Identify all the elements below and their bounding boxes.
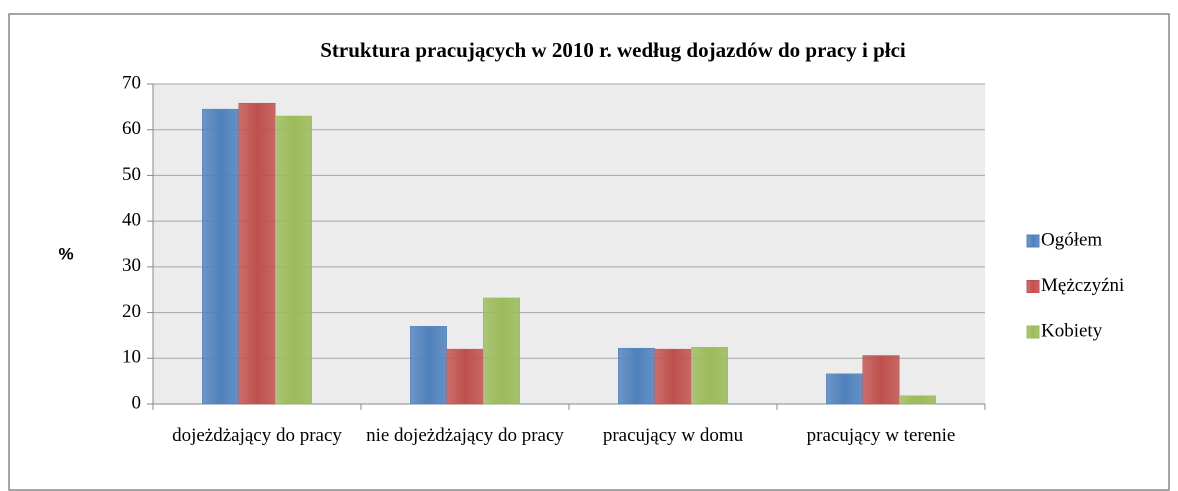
bar <box>483 297 520 405</box>
y-tick-label: 30 <box>122 255 141 276</box>
bar <box>691 347 728 405</box>
bar <box>899 395 936 405</box>
bar <box>862 355 900 405</box>
bar <box>826 373 863 405</box>
y-tick-label: 40 <box>122 210 141 231</box>
x-tick-label: pracujący w domu <box>602 425 744 446</box>
legend-label: Mężczyźni <box>1041 275 1124 296</box>
bar <box>446 348 484 405</box>
y-tick-label: 10 <box>122 347 141 368</box>
y-tick-label: 60 <box>122 118 141 139</box>
x-tick-label: dojeżdżający do pracy <box>172 425 342 446</box>
legend-swatch <box>1026 280 1040 293</box>
chart-title: Struktura pracujących w 2010 r. według d… <box>320 38 906 62</box>
bar <box>202 108 239 405</box>
y-tick-label: 20 <box>122 301 141 322</box>
legend-swatch <box>1026 234 1040 248</box>
x-tick-label: nie dojeżdżający do pracy <box>366 425 564 446</box>
bar <box>410 326 447 405</box>
y-tick-label: 70 <box>122 72 141 93</box>
legend-swatch <box>1026 325 1040 339</box>
bar <box>654 348 692 405</box>
legend-label: Kobiety <box>1041 320 1103 341</box>
bar <box>275 115 312 405</box>
y-axis-label: % <box>58 244 73 263</box>
x-tick-label: pracujący w terenie <box>806 425 956 446</box>
y-tick-label: 0 <box>132 392 142 413</box>
bar <box>238 102 276 405</box>
y-tick-label: 50 <box>122 164 141 185</box>
legend-label: Ogółem <box>1041 229 1102 250</box>
bar <box>618 347 655 405</box>
